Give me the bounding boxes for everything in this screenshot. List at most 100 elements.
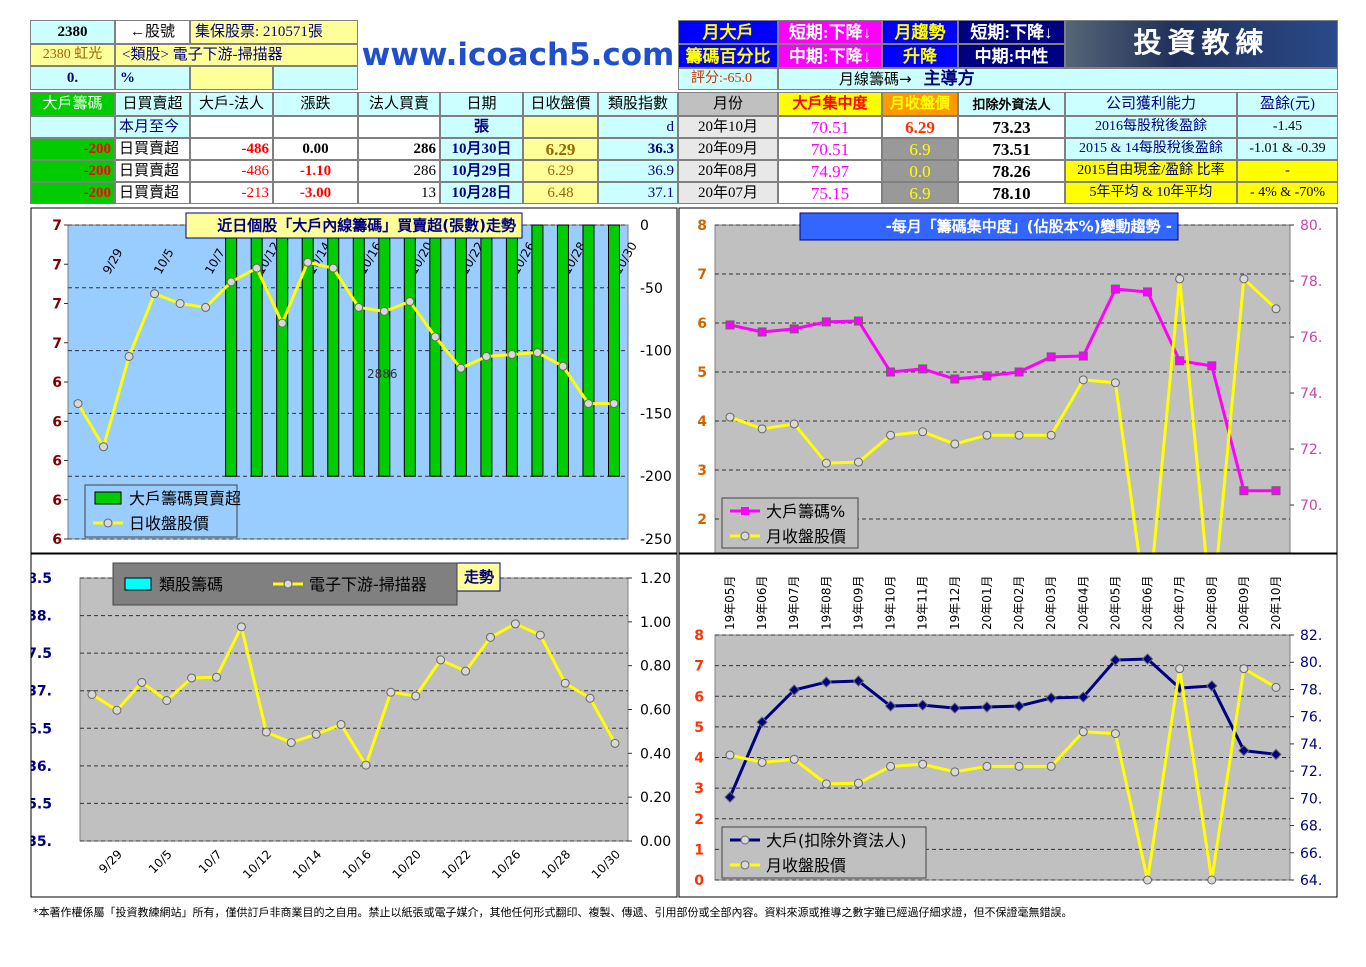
y2-tick-label: 72. <box>1300 764 1322 780</box>
x-tick-label: 20年07月 <box>1173 575 1187 630</box>
table-cell: -200 <box>30 138 115 160</box>
table-cell: 6.29 <box>882 116 958 138</box>
chart-title: 近日個股「大戶內線籌碼」買賣超(張數)走勢 <box>217 217 516 235</box>
table-cell: 73.23 <box>958 116 1065 138</box>
bar <box>327 224 340 477</box>
marker <box>789 419 799 429</box>
x-tick-label: 20年03月 <box>1044 575 1058 630</box>
table-cell: 本月至今 <box>115 116 190 138</box>
legend-label: 大戶籌碼% <box>766 502 845 521</box>
marker <box>886 430 896 440</box>
panel-border <box>30 207 678 554</box>
bar <box>250 224 263 477</box>
marker <box>1077 691 1089 703</box>
marker <box>354 302 364 312</box>
code-label: ←股號 <box>115 20 190 44</box>
marker <box>535 630 545 640</box>
y-tick-label: 36. <box>27 759 52 775</box>
x-tick-label: 19年07月 <box>787 575 801 630</box>
y-tick-label: 1 <box>694 842 704 858</box>
chart-panel: 0 1 2 3 4 5 6 7 8 64. 66. 68. 70. 72. 74. 76. 78. 80. 82. 1… <box>679 554 1337 897</box>
y-tick-label: 37. <box>27 684 52 700</box>
footer: *本著作權係屬「投資教練網站」所有，僅供訂戶非商業目的之自用。禁止以紙張或電子媒… <box>33 905 1073 919</box>
marker <box>725 412 735 422</box>
marker <box>430 332 440 342</box>
marker <box>1239 274 1249 284</box>
short-term: 短期:下降↓ <box>958 20 1065 44</box>
panel-border <box>30 553 678 898</box>
marker <box>1141 653 1154 665</box>
marker <box>1271 682 1281 692</box>
marker <box>1110 729 1120 739</box>
marker <box>112 705 122 715</box>
y-tick-label: 6 <box>694 689 704 705</box>
line <box>729 666 1277 881</box>
marker <box>949 702 961 714</box>
marker <box>1271 304 1281 314</box>
y-tick-label: 35. <box>27 834 52 850</box>
marker <box>558 361 568 371</box>
y-tick-label: 38. <box>27 609 52 625</box>
table-cell <box>30 116 115 138</box>
table-cell: 日買賣超 <box>115 182 190 204</box>
table-cell: -486 <box>190 138 273 160</box>
y2-tick-label: 74. <box>1300 737 1322 753</box>
marker <box>507 350 517 360</box>
y-tick-label: 7 <box>697 267 707 283</box>
y2-tick-label: 0 <box>640 218 649 234</box>
marker <box>1271 486 1281 496</box>
marker <box>226 277 236 287</box>
marker <box>1046 352 1056 362</box>
y-tick-label: 5 <box>697 365 707 381</box>
column-header: 公司獲利能力 <box>1065 92 1237 116</box>
legend-marker <box>740 531 750 541</box>
table-cell: -200 <box>30 160 115 182</box>
marker <box>789 324 799 334</box>
legend-swatch <box>124 577 152 591</box>
marker <box>379 306 389 316</box>
score: 評分:-65.0 <box>678 68 778 90</box>
bar <box>225 224 238 477</box>
marker <box>1239 486 1249 496</box>
marker <box>1175 274 1185 284</box>
table-cell: - 4% & -70% <box>1237 182 1338 204</box>
marker <box>236 622 246 632</box>
marker <box>286 738 296 748</box>
marker <box>456 363 466 373</box>
marker <box>1143 287 1153 297</box>
marker <box>1014 761 1024 771</box>
bar <box>352 224 365 477</box>
line <box>728 657 1277 798</box>
bar <box>608 224 620 477</box>
table-cell: 78.10 <box>958 182 1065 204</box>
marker <box>757 327 767 337</box>
bar <box>556 224 569 477</box>
panel-border <box>678 553 1338 898</box>
x-tick-label: 19年08月 <box>819 575 833 630</box>
marker <box>950 374 960 384</box>
x-tick-label: 19年05月 <box>723 575 737 630</box>
blank-cell <box>273 66 358 90</box>
y-tick-label: 2 <box>697 512 707 528</box>
big-holder: 籌碼百分比 <box>678 44 778 68</box>
y2-tick-label: 68. <box>1300 819 1322 835</box>
column-header: 大戶籌碼 <box>30 92 115 116</box>
y2-tick-label: -100 <box>640 344 672 360</box>
y2-tick-label: 76. <box>1300 330 1322 346</box>
marker <box>532 348 542 358</box>
y2-tick-label: 0.20 <box>640 790 671 806</box>
legend-label: 大戶(扣除外資法人) <box>766 831 907 850</box>
marker <box>187 673 197 683</box>
marker <box>981 701 993 713</box>
line <box>729 287 1276 493</box>
table-cell <box>273 116 358 138</box>
y-tick-label: 6 <box>52 414 62 430</box>
y2-tick-label: -200 <box>640 469 672 485</box>
table-cell: d <box>598 116 678 138</box>
annotation: 2886 <box>367 367 398 381</box>
y-tick-label: 37.5 <box>17 646 52 662</box>
short-term: 短期:下降↓ <box>778 20 882 44</box>
x-tick-label: 20年09月 <box>1237 575 1251 630</box>
marker <box>757 424 767 434</box>
